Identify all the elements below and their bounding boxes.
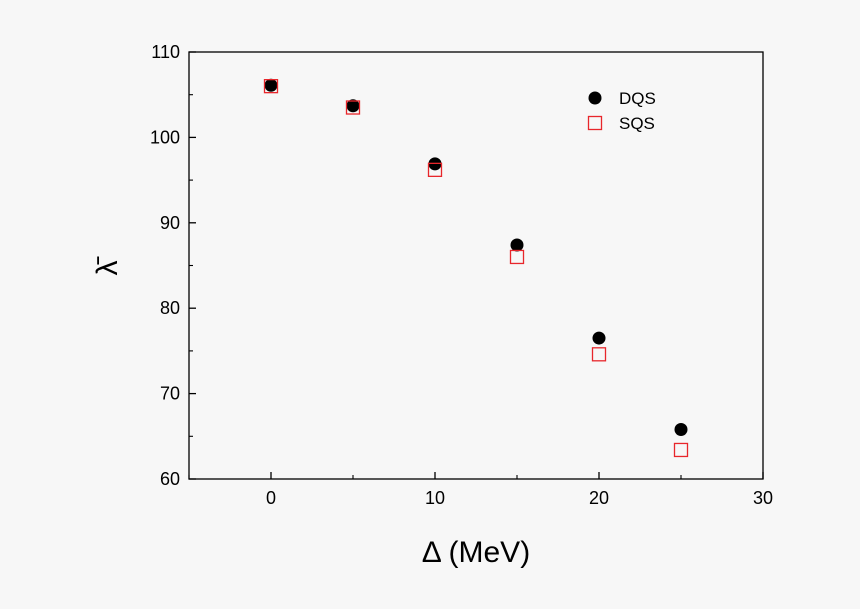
x-tick-label: 30 [753, 488, 773, 508]
y-tick-label: 110 [151, 42, 180, 62]
x-tick-label: 20 [589, 488, 609, 508]
y-tick-label: 60 [160, 469, 180, 489]
dqs-point [346, 99, 360, 113]
legend: DQS SQS [587, 89, 656, 133]
dqs-point [510, 238, 524, 252]
legend-marker-sqs [587, 115, 603, 131]
x-tick-label: 10 [425, 488, 445, 508]
legend-marker-dqs [588, 91, 602, 105]
y-tick-label: 90 [160, 213, 180, 233]
y-axis-ticks: 60 70 80 90 100 110 [150, 42, 196, 489]
sqs-point [263, 79, 279, 94]
dqs-point [674, 422, 688, 436]
sqs-point [591, 347, 607, 362]
legend-label: DQS [619, 89, 656, 108]
sqs-point [427, 162, 443, 178]
x-axis-title: Δ (MeV) [422, 536, 530, 569]
y-tick-label: 70 [160, 384, 180, 404]
legend-label: SQS [619, 114, 655, 133]
y-axis-title: λ̄ [91, 256, 124, 276]
sqs-point [673, 442, 689, 458]
data-points [263, 78, 689, 458]
sqs-point [345, 100, 361, 115]
y-tick-label: 100 [150, 127, 180, 147]
sqs-point [509, 249, 525, 265]
dqs-point [264, 78, 278, 92]
x-axis-ticks: 0 10 20 30 [188, 472, 773, 508]
dqs-point [592, 331, 606, 345]
plot-frame [188, 51, 764, 480]
x-tick-label: 0 [266, 488, 276, 508]
y-tick-label: 80 [160, 298, 180, 318]
